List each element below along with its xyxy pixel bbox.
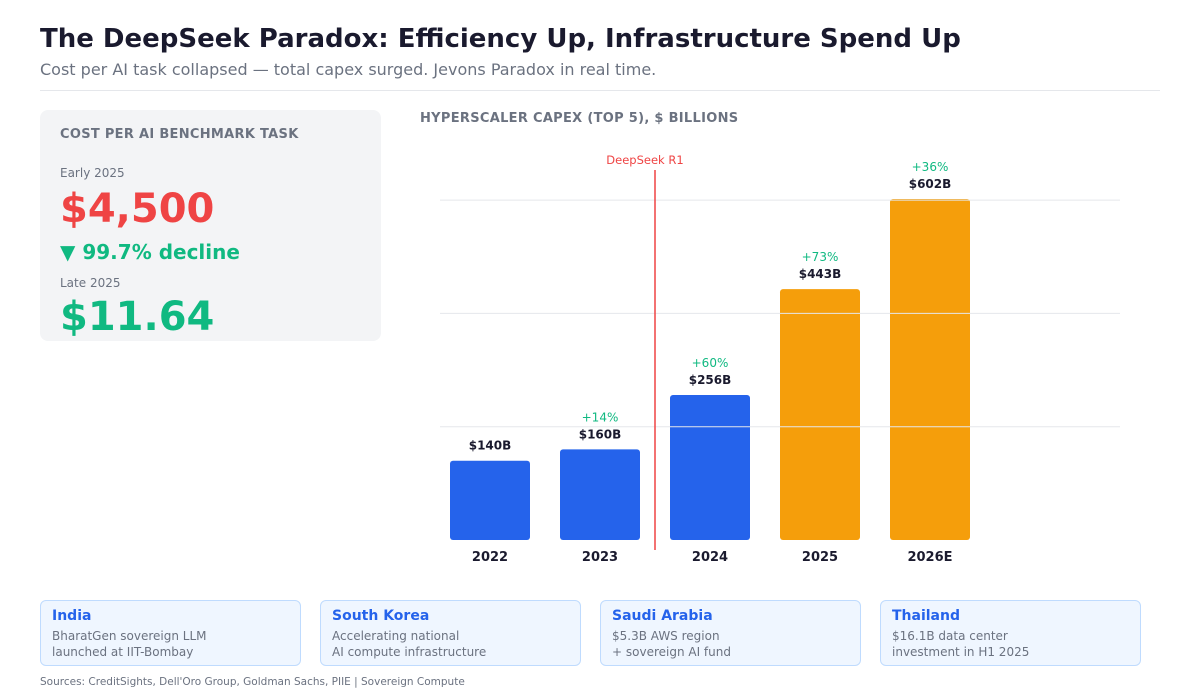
region-card-india: India BharatGen sovereign LLM launched a… (40, 600, 301, 666)
region-name: India (52, 608, 92, 624)
region-card-saudi-arabia: Saudi Arabia $5.3B AWS region + sovereig… (600, 600, 861, 666)
region-line: launched at IIT-Bombay (52, 645, 194, 659)
region-card-south-korea: South Korea Accelerating national AI com… (320, 600, 581, 666)
region-line: BharatGen sovereign LLM (52, 629, 207, 643)
value-label: $140B (469, 439, 512, 453)
growth-label: +14% (582, 410, 619, 424)
early-value: $4,500 (60, 186, 215, 232)
value-label: $256B (689, 373, 732, 387)
chart-title: HYPERSCALER CAPEX (TOP 5), $ BILLIONS (420, 111, 739, 126)
capex-chart: $140B 2022 $160B +14% 2023 $256B +60% 2024 $443B… (440, 153, 1120, 565)
x-tick-label: 2023 (582, 550, 618, 565)
region-line: $5.3B AWS region (612, 629, 720, 643)
region-line: + sovereign AI fund (612, 645, 731, 659)
region-name: South Korea (332, 608, 430, 624)
region-line: $16.1B data center (892, 629, 1008, 643)
sources-footer: Sources: CreditSights, Dell'Oro Group, G… (40, 676, 465, 688)
bar-2022 (450, 460, 530, 540)
deepseek-marker-label: DeepSeek R1 (606, 153, 683, 167)
page-title: The DeepSeek Paradox: Efficiency Up, Inf… (40, 24, 961, 54)
growth-label: +36% (912, 160, 949, 174)
region-line: investment in H1 2025 (892, 645, 1030, 659)
region-name: Saudi Arabia (612, 608, 713, 624)
growth-label: +73% (802, 250, 839, 264)
growth-label: +60% (692, 356, 729, 370)
early-label: Early 2025 (60, 166, 125, 180)
region-line: Accelerating national (332, 629, 460, 643)
region-line: AI compute infrastructure (332, 645, 487, 659)
region-card-thailand: Thailand $16.1B data center investment i… (880, 600, 1141, 666)
value-label: $443B (799, 267, 842, 281)
value-label: $160B (579, 427, 622, 441)
x-tick-label: 2026E (907, 550, 952, 565)
bar-2023 (560, 449, 640, 540)
late-value: $11.64 (60, 294, 215, 340)
region-name: Thailand (892, 608, 960, 624)
bar-2024 (670, 394, 750, 540)
cost-card: COST PER AI BENCHMARK TASK Early 2025 $4… (40, 110, 381, 341)
late-label: Late 2025 (60, 276, 121, 290)
value-label: $602B (909, 177, 952, 191)
bar-2026E (890, 199, 970, 540)
page-subtitle: Cost per AI task collapsed — total capex… (40, 60, 657, 79)
x-tick-label: 2024 (692, 550, 728, 565)
x-tick-label: 2025 (802, 550, 838, 565)
cost-card-heading: COST PER AI BENCHMARK TASK (60, 127, 299, 142)
x-tick-label: 2022 (472, 550, 508, 565)
divider (40, 90, 1160, 91)
bar-2025 (780, 289, 860, 540)
decline-text: ▼ 99.7% decline (60, 240, 240, 264)
